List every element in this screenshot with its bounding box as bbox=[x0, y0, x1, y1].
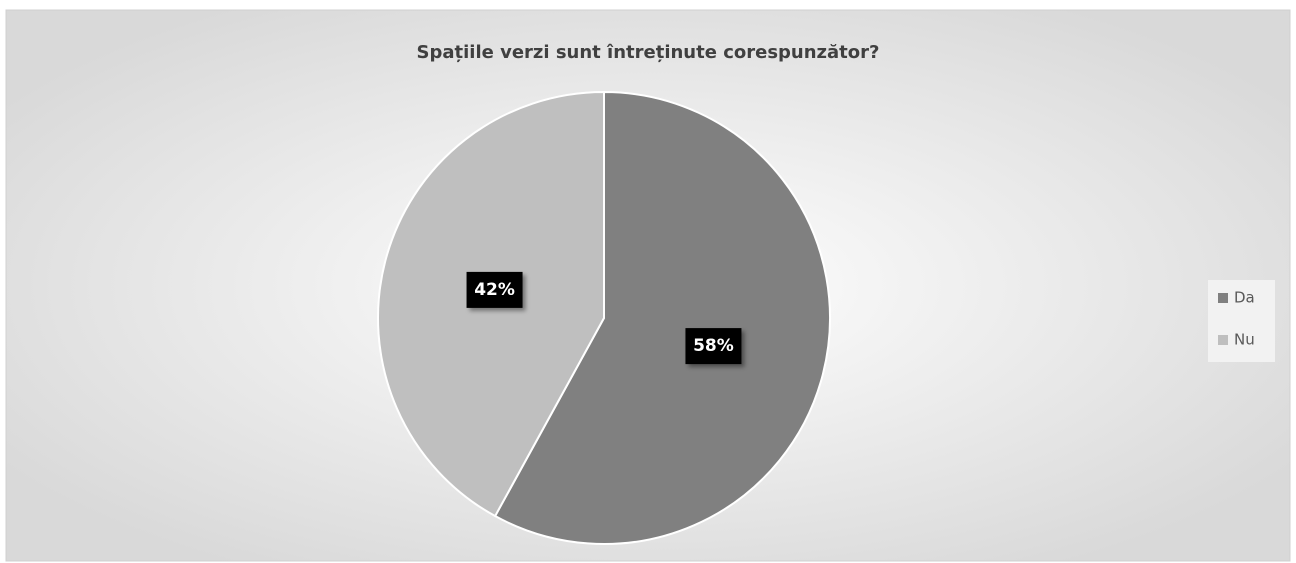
data-label-box bbox=[685, 328, 742, 365]
legend-swatch bbox=[1218, 293, 1228, 303]
legend-label: Da bbox=[1234, 289, 1255, 307]
pie-slice bbox=[493, 90, 831, 545]
chart-title: Spațiile verzi sunt întreținute corespun… bbox=[417, 42, 880, 63]
legend-label: Nu bbox=[1234, 331, 1255, 349]
data-label: 42% bbox=[474, 280, 515, 300]
legend-swatch bbox=[1218, 335, 1228, 345]
data-label: 58% bbox=[693, 336, 734, 356]
data-label-box bbox=[466, 271, 523, 308]
